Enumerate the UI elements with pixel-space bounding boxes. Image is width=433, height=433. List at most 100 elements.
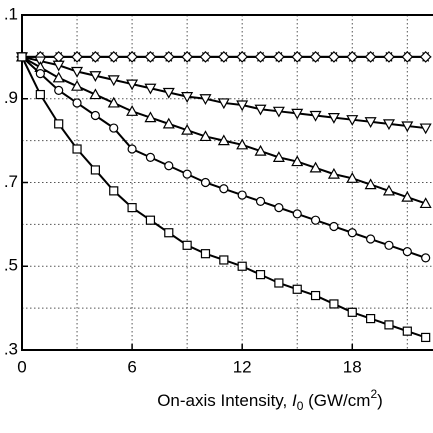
marker-triangle bbox=[291, 155, 304, 167]
marker-circle bbox=[182, 169, 192, 179]
marker-diamond bbox=[89, 51, 102, 63]
marker-circle bbox=[274, 203, 284, 213]
marker-triangle bbox=[144, 111, 157, 123]
marker-triangle bbox=[144, 83, 157, 95]
marker-circle bbox=[164, 161, 174, 171]
marker-circle bbox=[292, 209, 302, 219]
marker-circle bbox=[90, 110, 100, 121]
marker-triangle bbox=[181, 123, 194, 135]
marker-circle bbox=[366, 234, 376, 244]
y-tick-label: .3 bbox=[4, 339, 18, 358]
marker-circle bbox=[72, 98, 82, 108]
x-tick-label: 0 bbox=[17, 357, 26, 376]
marker-diamond bbox=[162, 51, 175, 63]
marker-triangle bbox=[71, 66, 84, 78]
marker-square bbox=[17, 52, 27, 62]
marker-triangle bbox=[217, 134, 230, 146]
marker-circle bbox=[310, 215, 321, 225]
marker-circle bbox=[421, 253, 431, 263]
marker-diamond bbox=[328, 51, 340, 63]
x-axis-label: On-axis Intensity, I0 (GW/cm2) bbox=[157, 387, 383, 413]
marker-square bbox=[54, 119, 64, 129]
marker-triangle bbox=[162, 117, 175, 129]
marker-circle bbox=[127, 144, 137, 154]
marker-triangle bbox=[181, 92, 194, 103]
marker-diamond bbox=[401, 51, 414, 63]
marker-triangle bbox=[199, 130, 212, 142]
marker-square bbox=[329, 299, 339, 309]
y-tick-label: .1 bbox=[4, 4, 18, 23]
marker-triangle bbox=[236, 138, 249, 150]
marker-square bbox=[402, 326, 412, 336]
marker-diamond bbox=[144, 51, 157, 63]
marker-square bbox=[164, 228, 174, 238]
marker-circle bbox=[219, 184, 229, 194]
marker-circle bbox=[384, 240, 394, 250]
x-label-subscript: 0 bbox=[297, 399, 304, 413]
marker-square bbox=[145, 215, 156, 225]
marker-triangle bbox=[236, 100, 249, 112]
marker-square bbox=[109, 186, 119, 196]
marker-triangle bbox=[272, 106, 285, 118]
marker-triangle bbox=[254, 144, 267, 156]
marker-circle bbox=[200, 177, 211, 188]
marker-triangle bbox=[89, 71, 102, 82]
marker-circle bbox=[54, 85, 64, 95]
marker-diamond bbox=[199, 51, 212, 63]
marker-triangle bbox=[364, 178, 377, 190]
marker-diamond bbox=[419, 51, 432, 63]
marker-triangle bbox=[291, 108, 304, 120]
marker-square bbox=[72, 144, 82, 154]
marker-square bbox=[35, 89, 45, 100]
series-line bbox=[21, 56, 426, 205]
y-tick-label: .7 bbox=[4, 172, 18, 191]
marker-triangle bbox=[199, 94, 212, 105]
marker-diamond bbox=[181, 51, 193, 63]
marker-triangle bbox=[254, 104, 267, 116]
marker-square bbox=[182, 240, 192, 250]
marker-circle bbox=[329, 221, 339, 232]
marker-square bbox=[421, 332, 431, 343]
marker-diamond bbox=[364, 51, 377, 63]
marker-triangle bbox=[107, 96, 120, 108]
marker-square bbox=[237, 261, 247, 271]
x-label-symbol: I bbox=[292, 391, 297, 410]
marker-diamond bbox=[217, 51, 230, 63]
marker-diamond bbox=[126, 51, 138, 63]
marker-circle bbox=[109, 123, 119, 133]
marker-square bbox=[90, 165, 100, 175]
marker-square bbox=[347, 307, 357, 317]
marker-square bbox=[127, 203, 137, 213]
y-tick-label: .9 bbox=[4, 88, 18, 107]
marker-triangle bbox=[364, 117, 377, 129]
marker-triangle bbox=[346, 115, 359, 126]
x-tick-label: 12 bbox=[233, 357, 252, 376]
marker-diamond bbox=[71, 51, 83, 63]
marker-square bbox=[274, 278, 284, 288]
marker-triangle bbox=[346, 172, 359, 183]
marker-triangle bbox=[217, 98, 230, 110]
x-tick-label: 6 bbox=[127, 357, 136, 376]
marker-triangle bbox=[52, 71, 65, 83]
marker-diamond bbox=[254, 51, 267, 63]
marker-triangle bbox=[107, 75, 120, 87]
x-label-text: On-axis Intensity, bbox=[157, 391, 292, 410]
marker-triangle bbox=[401, 121, 414, 133]
marker-triangle bbox=[126, 105, 139, 116]
marker-triangle bbox=[401, 190, 414, 202]
x-tick-label: 18 bbox=[343, 357, 362, 376]
marker-square bbox=[366, 313, 376, 324]
marker-diamond bbox=[309, 51, 322, 63]
marker-triangle bbox=[382, 119, 395, 131]
marker-triangle bbox=[52, 60, 65, 72]
marker-circle bbox=[145, 152, 156, 162]
marker-circle bbox=[347, 228, 357, 238]
marker-square bbox=[219, 255, 229, 265]
marker-triangle bbox=[419, 197, 432, 209]
marker-diamond bbox=[236, 51, 249, 63]
marker-diamond bbox=[52, 51, 65, 63]
marker-circle bbox=[237, 190, 247, 200]
marker-triangle bbox=[419, 123, 432, 135]
marker-diamond bbox=[383, 51, 395, 63]
